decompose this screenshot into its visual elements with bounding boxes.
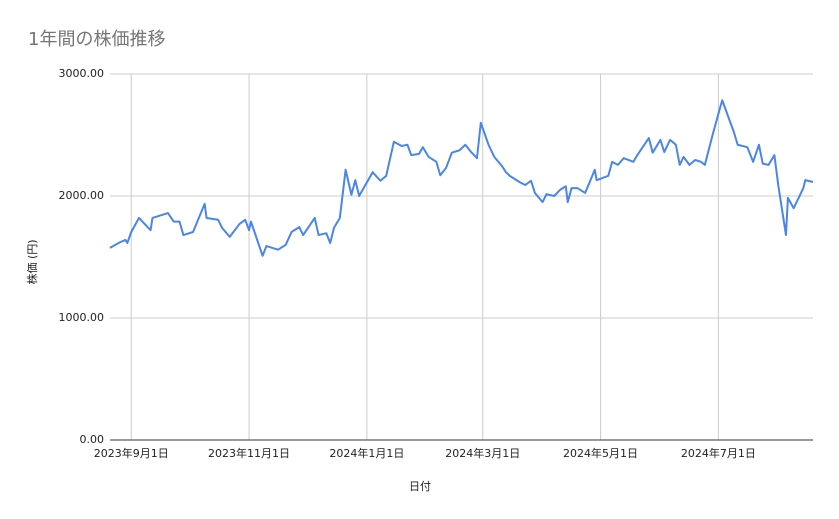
x-tick-label: 2023年11月1日 xyxy=(208,446,290,460)
x-axis-label: 日付 xyxy=(409,480,431,493)
y-tick-label: 1000.00 xyxy=(59,311,105,324)
chart-title: 1年間の株価推移 xyxy=(28,29,165,50)
x-tick-label: 2024年5月1日 xyxy=(563,446,638,460)
x-tick-label: 2024年1月1日 xyxy=(329,446,404,460)
price-line xyxy=(109,99,814,257)
y-tick-label: 3000.00 xyxy=(59,67,105,80)
y-tick-label: 0.00 xyxy=(80,433,105,446)
x-tick-label: 2023年9月1日 xyxy=(94,446,169,460)
x-tick-label: 2024年7月1日 xyxy=(681,446,756,460)
y-axis-label: 株価 (円) xyxy=(25,239,39,284)
x-tick-label: 2024年3月1日 xyxy=(445,446,520,460)
y-tick-label: 2000.00 xyxy=(59,189,105,202)
